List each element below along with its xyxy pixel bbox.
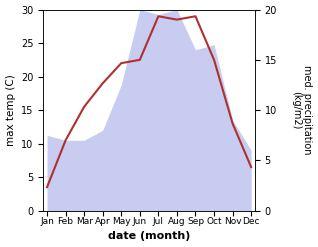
X-axis label: date (month): date (month) bbox=[108, 231, 190, 242]
Y-axis label: max temp (C): max temp (C) bbox=[5, 74, 16, 146]
Y-axis label: med. precipitation
(kg/m2): med. precipitation (kg/m2) bbox=[291, 65, 313, 155]
